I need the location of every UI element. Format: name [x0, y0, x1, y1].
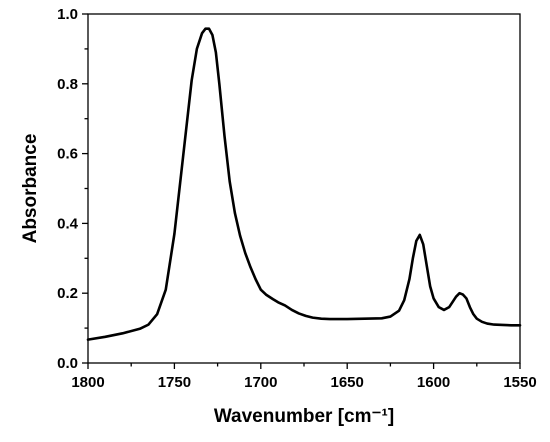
y-tick-label: 0.2 — [57, 285, 78, 302]
tick-marks — [82, 13, 521, 369]
spectrum-line — [86, 27, 522, 341]
y-tick-labels: 0.0 0.2 0.4 0.6 0.8 1.0 — [57, 6, 79, 372]
x-axis-label: Wavenumber [cm⁻¹] — [214, 406, 394, 427]
x-tick-label: 1550 — [503, 374, 536, 391]
x-tick-label: 1700 — [244, 374, 277, 391]
y-tick-label: 0.0 — [57, 355, 78, 372]
x-tick-label: 1650 — [331, 374, 364, 391]
axes — [87, 13, 521, 364]
x-tick-label: 1800 — [71, 374, 104, 391]
y-tick-label: 0.6 — [57, 146, 78, 163]
plot-frame — [87, 13, 521, 364]
y-tick-label: 0.4 — [57, 215, 79, 232]
series-group — [86, 27, 522, 341]
y-axis-label: Absorbance — [20, 134, 41, 244]
x-tick-label: 1600 — [417, 374, 450, 391]
y-tick-label: 1.0 — [57, 6, 78, 23]
x-tick-label: 1750 — [158, 374, 191, 391]
y-tick-label: 0.8 — [57, 76, 78, 93]
x-tick-labels: 1800 1750 1700 1650 1600 1550 — [71, 374, 536, 391]
